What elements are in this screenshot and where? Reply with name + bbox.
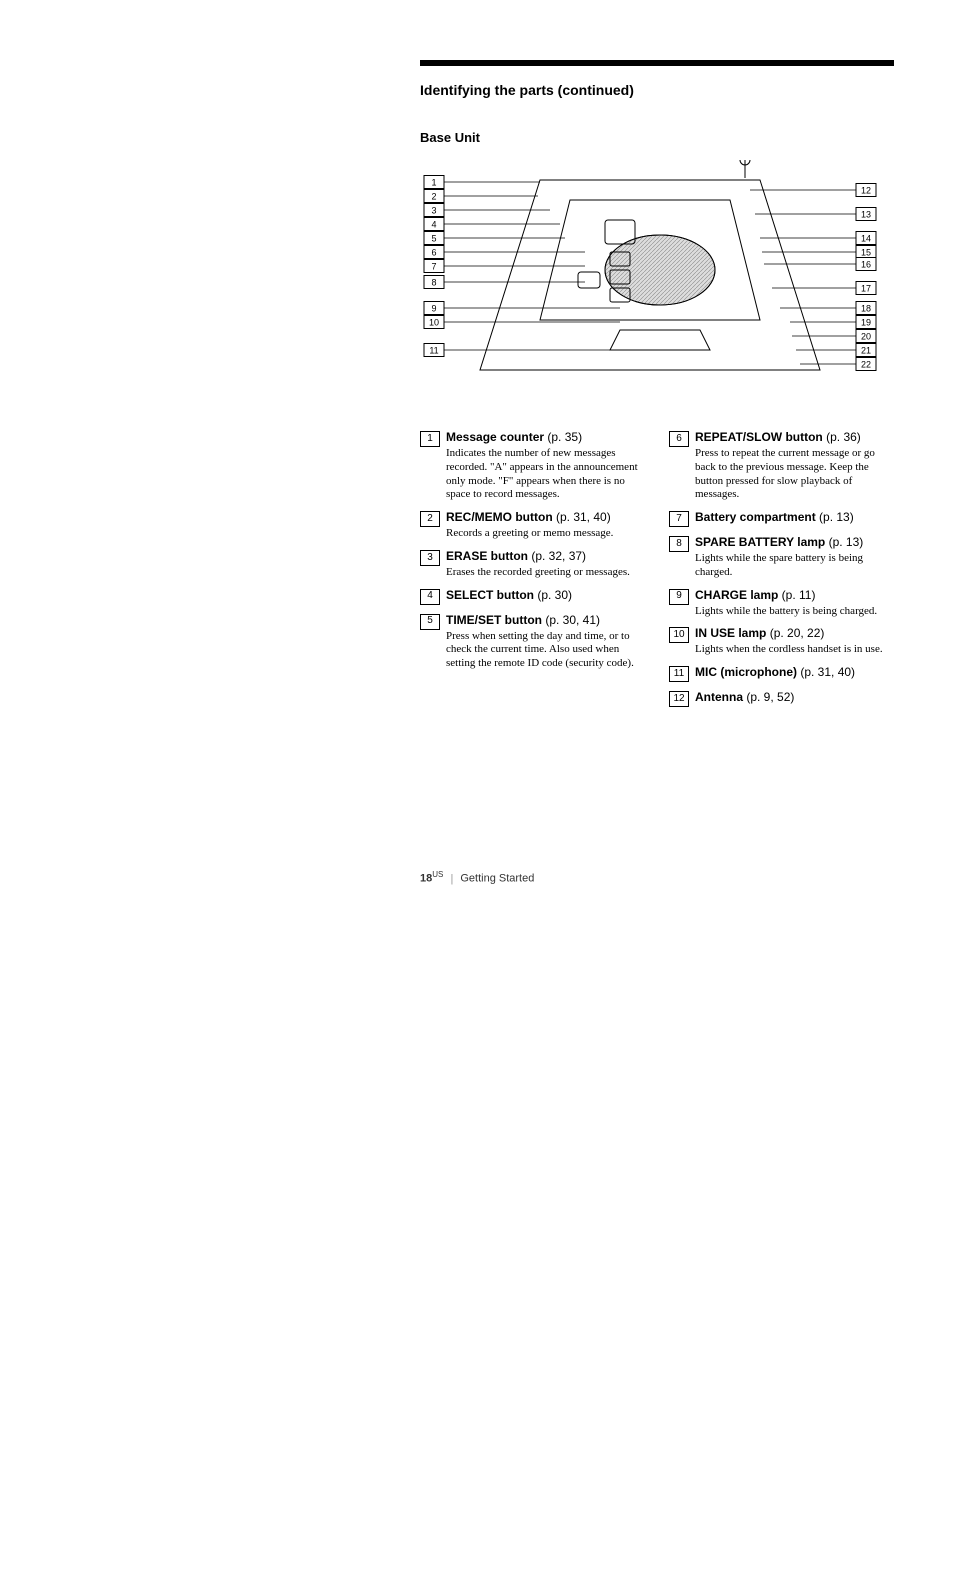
parts-list-item: 8 SPARE BATTERY lamp (p. 13) Lights while … [669, 535, 894, 580]
svg-text:1: 1 [431, 178, 436, 188]
item-description: Lights when the cordless handset is in u… [695, 643, 894, 657]
svg-text:4: 4 [431, 220, 436, 230]
item-title: CHARGE lamp (p. 11) [695, 588, 894, 603]
item-body: CHARGE lamp (p. 11) Lights while the batt… [695, 588, 894, 619]
svg-text:19: 19 [861, 318, 871, 328]
footer-section: Getting Started [460, 873, 534, 885]
item-body: ERASE button (p. 32, 37) Erases the recor… [446, 549, 645, 580]
item-number-box: 3 [420, 550, 440, 566]
item-title: Battery compartment (p. 13) [695, 510, 894, 525]
svg-text:8: 8 [431, 278, 436, 288]
svg-text:6: 6 [431, 248, 436, 258]
parts-list-item: 11 MIC (microphone) (p. 31, 40) [669, 665, 894, 682]
item-body: Message counter (p. 35) Indicates the num… [446, 430, 645, 502]
parts-list-item: 10 IN USE lamp (p. 20, 22) Lights when the… [669, 626, 894, 657]
page: Identifying the parts (continued) Base U… [0, 0, 954, 1572]
parts-list-item: 9 CHARGE lamp (p. 11) Lights while the bat… [669, 588, 894, 619]
base-unit-diagram: 12345678910111213141516171819202122 [420, 160, 880, 410]
item-number-box: 7 [669, 511, 689, 527]
svg-text:12: 12 [861, 186, 871, 196]
item-title: TIME/SET button (p. 30, 41) [446, 613, 645, 628]
svg-text:9: 9 [431, 304, 436, 314]
item-body: IN USE lamp (p. 20, 22) Lights when the c… [695, 626, 894, 657]
item-title: REC/MEMO button (p. 31, 40) [446, 510, 645, 525]
svg-text:16: 16 [861, 260, 871, 270]
svg-text:17: 17 [861, 284, 871, 294]
svg-text:15: 15 [861, 248, 871, 258]
item-body: REPEAT/SLOW button (p. 36) Press to repea… [695, 430, 894, 502]
item-title: Antenna (p. 9, 52) [695, 690, 894, 705]
parts-list-item: 6 REPEAT/SLOW button (p. 36) Press to repe… [669, 430, 894, 502]
item-number-box: 8 [669, 536, 689, 552]
item-description: Lights while the spare battery is being … [695, 552, 894, 580]
left-column: 1 Message counter (p. 35) Indicates the nu… [420, 430, 645, 715]
diagram-svg: 12345678910111213141516171819202122 [420, 160, 880, 410]
subheading: Base Unit [420, 130, 480, 145]
page-header: Identifying the parts (continued) [420, 82, 634, 98]
item-description: Lights while the battery is being charge… [695, 605, 894, 619]
svg-text:20: 20 [861, 332, 871, 342]
parts-list-item: 3 ERASE button (p. 32, 37) Erases the reco… [420, 549, 645, 580]
svg-text:11: 11 [429, 346, 438, 356]
right-column: 6 REPEAT/SLOW button (p. 36) Press to repe… [669, 430, 894, 715]
item-number-box: 4 [420, 589, 440, 605]
svg-text:14: 14 [861, 234, 871, 244]
parts-list-item: 2 REC/MEMO button (p. 31, 40) Records a gr… [420, 510, 645, 541]
item-title: IN USE lamp (p. 20, 22) [695, 626, 894, 641]
item-title: SPARE BATTERY lamp (p. 13) [695, 535, 894, 550]
svg-text:3: 3 [431, 206, 436, 216]
item-body: Antenna (p. 9, 52) [695, 690, 894, 707]
item-title: REPEAT/SLOW button (p. 36) [695, 430, 894, 445]
svg-text:18: 18 [861, 304, 871, 314]
item-columns: 1 Message counter (p. 35) Indicates the nu… [420, 430, 894, 715]
item-body: SELECT button (p. 30) [446, 588, 645, 605]
item-number-box: 11 [669, 666, 689, 682]
page-number: 18 [420, 873, 432, 885]
page-number-sup: US [432, 870, 443, 879]
item-number-box: 1 [420, 431, 440, 447]
svg-text:13: 13 [861, 210, 871, 220]
item-number-box: 5 [420, 614, 440, 630]
svg-text:7: 7 [431, 262, 436, 272]
svg-text:21: 21 [861, 346, 871, 356]
item-description: Indicates the number of new messages rec… [446, 447, 645, 502]
item-body: Battery compartment (p. 13) [695, 510, 894, 527]
item-description: Press to repeat the current message or g… [695, 447, 894, 502]
footer-separator: | [450, 873, 453, 885]
svg-text:10: 10 [429, 318, 439, 328]
parts-list-item: 7 Battery compartment (p. 13) [669, 510, 894, 527]
parts-list-item: 5 TIME/SET button (p. 30, 41) Press when s… [420, 613, 645, 671]
svg-text:5: 5 [431, 234, 436, 244]
item-body: MIC (microphone) (p. 31, 40) [695, 665, 894, 682]
parts-list-item: 4 SELECT button (p. 30) [420, 588, 645, 605]
header-rule [420, 60, 894, 66]
item-body: TIME/SET button (p. 30, 41) Press when se… [446, 613, 645, 671]
item-description: Press when setting the day and time, or … [446, 630, 645, 671]
item-number-box: 6 [669, 431, 689, 447]
item-number-box: 2 [420, 511, 440, 527]
parts-list-item: 1 Message counter (p. 35) Indicates the nu… [420, 430, 645, 502]
item-number-box: 10 [669, 627, 689, 643]
item-title: Message counter (p. 35) [446, 430, 645, 445]
item-description: Records a greeting or memo message. [446, 527, 645, 541]
item-number-box: 12 [669, 691, 689, 707]
page-footer: 18US | Getting Started [420, 870, 534, 885]
svg-text:22: 22 [861, 360, 871, 370]
item-number-box: 9 [669, 589, 689, 605]
item-body: SPARE BATTERY lamp (p. 13) Lights while t… [695, 535, 894, 580]
item-description: Erases the recorded greeting or messages… [446, 566, 645, 580]
item-title: MIC (microphone) (p. 31, 40) [695, 665, 894, 680]
item-title: SELECT button (p. 30) [446, 588, 645, 603]
item-title: ERASE button (p. 32, 37) [446, 549, 645, 564]
parts-list-item: 12 Antenna (p. 9, 52) [669, 690, 894, 707]
svg-text:2: 2 [431, 192, 436, 202]
item-body: REC/MEMO button (p. 31, 40) Records a gre… [446, 510, 645, 541]
